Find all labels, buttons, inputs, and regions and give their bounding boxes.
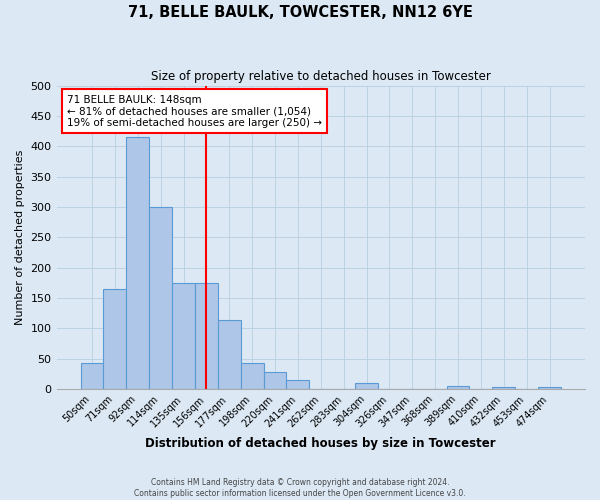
Bar — [286, 380, 310, 389]
X-axis label: Distribution of detached houses by size in Towcester: Distribution of detached houses by size … — [145, 437, 496, 450]
Bar — [538, 387, 561, 389]
Bar — [263, 372, 286, 389]
Bar — [493, 387, 515, 389]
Bar — [127, 137, 149, 389]
Y-axis label: Number of detached properties: Number of detached properties — [15, 150, 25, 325]
Bar — [355, 383, 378, 389]
Bar — [149, 207, 172, 389]
Text: 71 BELLE BAULK: 148sqm
← 81% of detached houses are smaller (1,054)
19% of semi-: 71 BELLE BAULK: 148sqm ← 81% of detached… — [67, 94, 322, 128]
Text: Contains HM Land Registry data © Crown copyright and database right 2024.
Contai: Contains HM Land Registry data © Crown c… — [134, 478, 466, 498]
Bar — [195, 282, 218, 389]
Text: 71, BELLE BAULK, TOWCESTER, NN12 6YE: 71, BELLE BAULK, TOWCESTER, NN12 6YE — [128, 5, 472, 20]
Title: Size of property relative to detached houses in Towcester: Size of property relative to detached ho… — [151, 70, 491, 83]
Bar — [172, 282, 195, 389]
Bar — [103, 289, 127, 389]
Bar — [80, 364, 103, 389]
Bar — [218, 320, 241, 389]
Bar — [241, 363, 263, 389]
Bar — [446, 386, 469, 389]
